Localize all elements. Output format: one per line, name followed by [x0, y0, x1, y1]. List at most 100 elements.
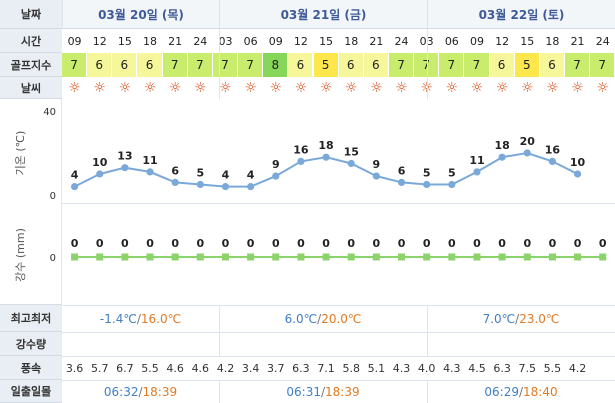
precipitation-point	[599, 253, 607, 261]
temperature-point	[247, 183, 255, 191]
temperature-data-label: 20	[520, 135, 536, 148]
precipitation-data-label: 0	[549, 237, 557, 250]
row-label-golf-index: 골프지수	[0, 53, 62, 77]
wind-cell: 4.5	[468, 361, 486, 375]
sunset-time: 18:40	[523, 384, 558, 399]
temperature-point	[548, 157, 557, 165]
time-cell: 12	[293, 34, 308, 48]
temperature-point	[423, 180, 431, 189]
precipitation-point	[272, 253, 280, 261]
sun-day-1: 06:32/18:39	[103, 384, 178, 399]
precipitation-point	[498, 253, 506, 261]
golf-index-cell: 6	[112, 53, 138, 77]
sun-icon: ☼	[68, 80, 81, 96]
golf-index-cell: 7	[62, 53, 88, 77]
sun-icon: ☼	[294, 80, 308, 96]
weather-cell: ☼	[163, 77, 188, 99]
time-cell: 15	[117, 34, 132, 48]
precipitation-point	[221, 253, 229, 261]
time-cell: 03	[414, 29, 439, 53]
precipitation-data-label: 0	[473, 237, 481, 250]
golf-index-cell: 7	[388, 53, 415, 77]
weather-cell: ☼	[288, 77, 313, 99]
wind-cell: 7.5	[518, 361, 537, 375]
wind-cell: 5.7	[90, 361, 109, 375]
row-divider	[62, 305, 615, 306]
time-cell: 12	[495, 34, 510, 48]
max-temp: 20.0℃	[321, 311, 362, 326]
day-divider	[427, 380, 428, 403]
time-cell: 03	[218, 34, 233, 48]
temperature-data-label: 11	[142, 154, 157, 167]
wind-cell: 4.3	[392, 361, 411, 375]
temperature-data-label: 9	[272, 158, 280, 171]
weather-cell: ☼	[490, 77, 515, 99]
precipitation-data-label: 0	[146, 237, 154, 250]
sun-icon: ☼	[143, 80, 157, 96]
sun-day-2: 06:31/18:39	[286, 384, 360, 399]
precipitation-point	[71, 253, 79, 261]
precipitation-point	[322, 253, 330, 261]
day-divider	[219, 0, 220, 99]
temperature-data-label: 5	[448, 167, 456, 180]
max-temp: 16.0℃	[140, 311, 182, 326]
precipitation-data-label: 0	[599, 237, 607, 250]
precip-axis-label: 강수 (mm)	[14, 228, 27, 282]
golf-index-cell: 7	[162, 53, 188, 77]
temperature-point	[171, 178, 179, 186]
temperature-data-label: 16	[293, 143, 309, 156]
day-header-1: 03월 20일 (목)	[62, 0, 219, 29]
weather-cell: ☼	[439, 77, 464, 99]
temperature-chart: 기온 (℃) 0 40 4 10 13 11 6 5 4 4 9 16 18 15 9 6 5 5 11 18 20 16 1…	[14, 107, 586, 202]
wind-cell: 6.7	[116, 361, 134, 375]
wind-cell: 3.7	[267, 361, 285, 375]
temperature-data-label: 4	[71, 169, 79, 182]
sun-icon: ☼	[194, 80, 207, 96]
wind-cell	[590, 356, 615, 380]
time-cell: 21	[570, 34, 585, 48]
golf-index-cell: 8	[263, 53, 289, 77]
wind-cell: 5.5	[543, 361, 562, 375]
temp-tick-label: 40	[43, 107, 56, 118]
temperature-data-label: 9	[373, 158, 381, 171]
precipitation-data-label: 0	[71, 237, 79, 250]
weather-cell: ☼	[414, 77, 439, 99]
sun-icon: ☼	[571, 80, 584, 96]
temperature-point	[96, 170, 104, 178]
day-divider	[219, 380, 220, 403]
time-cell: 09	[268, 34, 283, 48]
weather-cell: ☼	[515, 77, 540, 99]
temperature-point	[70, 183, 79, 191]
sun-icon: ☼	[495, 80, 509, 96]
precipitation-point	[372, 253, 380, 261]
temperature-data-label: 18	[318, 139, 333, 152]
row-label-precip: 강수량	[0, 332, 62, 356]
precipitation-point	[247, 253, 255, 261]
row-label-weather: 날씨	[0, 77, 62, 99]
golf-index-cell: 7	[439, 53, 465, 77]
precipitation-point	[297, 253, 305, 261]
wind-cell: 7.1	[317, 361, 335, 375]
precipitation-data-label: 0	[398, 237, 406, 250]
precipitation-data-label: 0	[347, 237, 355, 250]
precipitation-point	[423, 253, 431, 261]
sun-icon: ☼	[244, 80, 257, 96]
time-cell: 18	[344, 34, 359, 48]
weather-cell: ☼	[314, 77, 339, 99]
temperature-data-label: 13	[117, 150, 132, 163]
precipitation-data-label: 0	[222, 237, 230, 250]
temperature-data-label: 6	[171, 164, 179, 177]
precipitation-point	[398, 253, 406, 261]
golf-index-cell: 7	[238, 53, 264, 77]
golf-index-cell: 6	[363, 53, 389, 77]
sunset-time: 18:39	[142, 384, 178, 399]
wind-cell: 3.6	[65, 361, 84, 375]
weather-cell: ☼	[339, 77, 364, 99]
precipitation-data-label: 0	[423, 237, 431, 250]
golf-index-cell: 7	[464, 53, 490, 77]
weather-cell: ☼	[112, 77, 137, 99]
row-label-minmax: 최고최저	[0, 305, 62, 332]
minmax-day-3: 7.0℃/23.0℃	[482, 311, 560, 326]
minmax-day-2: 6.0℃/20.0℃	[284, 311, 362, 326]
precipitation-data-label: 0	[121, 237, 129, 250]
